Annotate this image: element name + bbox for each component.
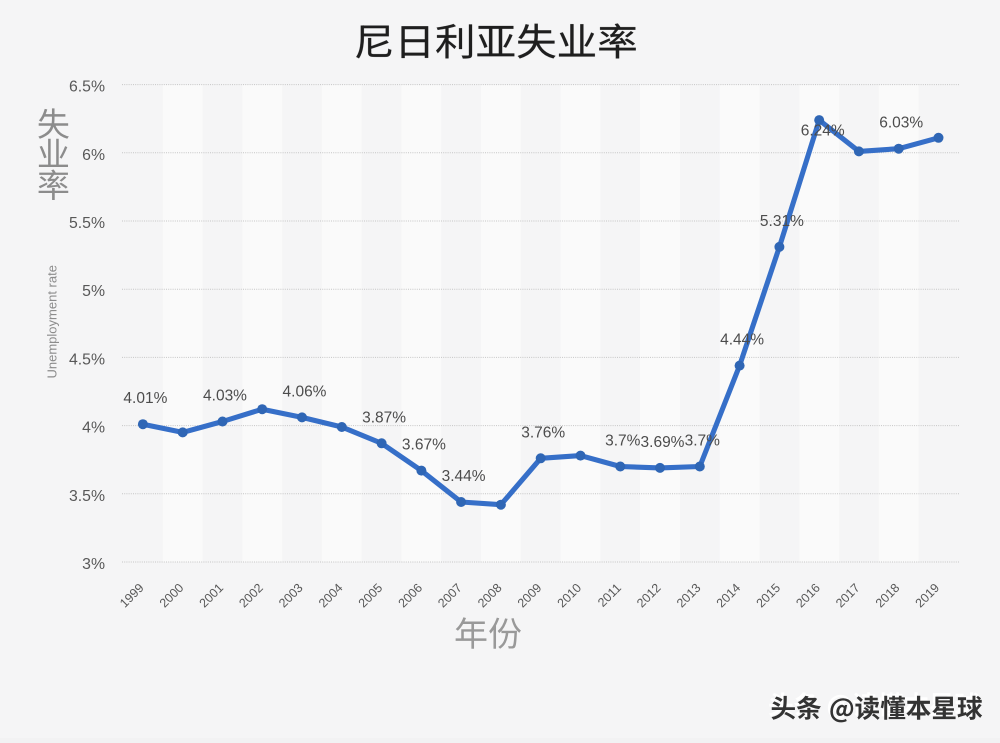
- svg-text:6%: 6%: [82, 147, 105, 164]
- svg-text:6.5%: 6.5%: [69, 79, 105, 96]
- svg-text:4.03%: 4.03%: [203, 388, 247, 405]
- svg-text:3.67%: 3.67%: [402, 437, 446, 454]
- svg-text:4.44%: 4.44%: [720, 332, 764, 349]
- svg-text:4.06%: 4.06%: [283, 383, 327, 400]
- svg-text:5.5%: 5.5%: [69, 215, 105, 232]
- svg-text:3.69%: 3.69%: [641, 434, 685, 451]
- svg-text:3.87%: 3.87%: [362, 409, 406, 426]
- svg-text:4%: 4%: [82, 420, 105, 437]
- svg-text:3%: 3%: [82, 556, 105, 573]
- svg-text:3.7%: 3.7%: [685, 433, 721, 450]
- svg-text:3.76%: 3.76%: [521, 424, 565, 441]
- svg-text:6.24%: 6.24%: [801, 123, 845, 140]
- svg-text:5%: 5%: [82, 283, 105, 300]
- svg-text:3.5%: 3.5%: [69, 488, 105, 505]
- svg-text:Unemployment rate: Unemployment rate: [45, 265, 60, 378]
- svg-text:4.01%: 4.01%: [123, 390, 167, 407]
- svg-text:6.03%: 6.03%: [879, 115, 923, 132]
- svg-text:3.44%: 3.44%: [442, 468, 486, 485]
- svg-text:3.7%: 3.7%: [605, 433, 641, 450]
- svg-text:4.5%: 4.5%: [69, 351, 105, 368]
- svg-text:5.31%: 5.31%: [760, 213, 804, 230]
